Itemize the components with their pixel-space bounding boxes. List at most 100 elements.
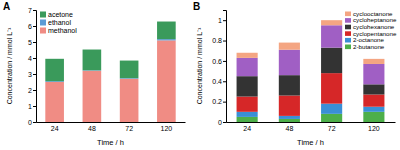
legend: acetoneethanolmethanol [40, 11, 77, 34]
bar-segment [279, 43, 300, 50]
panel-label: B [193, 1, 200, 12]
legend-swatch [345, 45, 351, 50]
axis-line [33, 11, 37, 123]
tick-label: 2 [28, 87, 32, 94]
tick-label: 5 [28, 39, 32, 46]
bar-segment [45, 82, 64, 122]
panel: 0 0.2 0.4 0.6 0.8 1 24 48 72 120 Time / h Concentra… [196, 10, 397, 147]
bar-segment [321, 114, 342, 122]
bar-segment [321, 25, 342, 47]
bar-segment [83, 71, 102, 122]
x-tick: 48 [285, 122, 293, 132]
tick-mark [223, 122, 226, 123]
y-tick: 0.8 [212, 37, 226, 44]
x-tick: 24 [51, 122, 59, 132]
legend-swatch [345, 31, 351, 36]
bar-segment [237, 97, 258, 112]
legend-swatch [345, 12, 351, 17]
tick-mark [33, 106, 36, 107]
bar-segment [363, 112, 384, 122]
y-axis: 0 0.2 0.4 0.6 0.8 1 [212, 11, 226, 126]
x-axis: 24 48 72 120 [227, 122, 396, 132]
bar-segment [363, 64, 384, 84]
bar-segment [237, 112, 258, 117]
legend-swatch [345, 38, 351, 43]
bar-segment [363, 84, 384, 94]
y-tick: 0.6 [212, 58, 226, 65]
y-tick: 5 [28, 39, 36, 46]
bars [45, 22, 175, 122]
tick-label: 72 [125, 125, 133, 132]
bar-segment [83, 50, 102, 71]
bar-segment [321, 48, 342, 73]
y-tick: 1 [28, 103, 36, 110]
tick-mark [33, 58, 36, 59]
bar-segment [363, 59, 384, 64]
legend-swatch [345, 18, 351, 23]
tick-mark [223, 41, 226, 42]
bar-segment [321, 20, 342, 25]
series [237, 73, 385, 116]
series [45, 40, 175, 122]
x-axis: 244872120 [37, 122, 186, 132]
tick-mark [223, 81, 226, 82]
legend-item: 2-butanone [345, 43, 385, 50]
tick-mark [223, 20, 226, 21]
y-tick: 0.4 [212, 78, 226, 85]
tick-label: 24 [243, 125, 251, 132]
tick-label: 1 [28, 103, 32, 110]
y-axis-title: Concentration / mmol L⁻¹ [196, 27, 203, 104]
bar-segment [120, 61, 139, 79]
tick-label: 0.4 [212, 78, 222, 85]
series [45, 22, 175, 82]
legend-item: ethanol [40, 19, 71, 26]
bars [237, 20, 385, 122]
bar-segment [279, 119, 300, 122]
bar-segment [279, 116, 300, 119]
tick-label: 0.8 [212, 37, 222, 44]
bar-segment [237, 58, 258, 76]
legend-swatch [345, 25, 351, 30]
y-tick: 1 [218, 17, 226, 24]
series [237, 112, 385, 122]
bar-segment [279, 50, 300, 75]
tick-label: 48 [285, 125, 293, 132]
tick-label: 120 [368, 125, 380, 132]
panel: 01234567244872120Time / hConcentration /… [6, 7, 186, 147]
legend-swatch [40, 20, 46, 26]
legend: cyclooctanonecycloheptanonecyclohexanone… [345, 10, 397, 50]
tick-mark [33, 10, 36, 11]
y-tick: 7 [28, 7, 36, 14]
bar-segment [237, 53, 258, 58]
tick-mark [223, 102, 226, 103]
axis-line [227, 122, 396, 123]
bar-segment [157, 39, 176, 40]
legend-item: acetone [40, 11, 73, 18]
y-tick: 0.2 [212, 98, 226, 105]
bar-segment [321, 104, 342, 114]
bar-segment [237, 117, 258, 122]
x-tick: 48 [88, 122, 96, 132]
x-axis-title: Time / h [297, 138, 324, 147]
tick-label: 0.2 [212, 98, 222, 105]
legend-label: methanol [48, 27, 77, 34]
bar-segment [363, 95, 384, 107]
x-axis-title: Time / h [97, 138, 124, 147]
figure: 01234567244872120Time / hConcentration /… [0, 0, 400, 150]
tick-label: 3 [28, 71, 32, 78]
series [237, 48, 385, 97]
tick-mark [33, 26, 36, 27]
tick-label: 48 [88, 125, 96, 132]
tick-mark [33, 90, 36, 91]
y-tick: 4 [28, 55, 36, 62]
bar-segment [157, 40, 176, 122]
legend-label: ethanol [48, 19, 71, 26]
y-tick: 0 [28, 119, 36, 126]
x-tick: 72 [328, 122, 336, 132]
legend-swatch [40, 12, 46, 18]
axis-line [37, 122, 186, 123]
bar-segment [363, 107, 384, 112]
legend-item: methanol [40, 27, 77, 34]
tick-label: 0 [218, 119, 222, 126]
bar-segment [279, 96, 300, 116]
